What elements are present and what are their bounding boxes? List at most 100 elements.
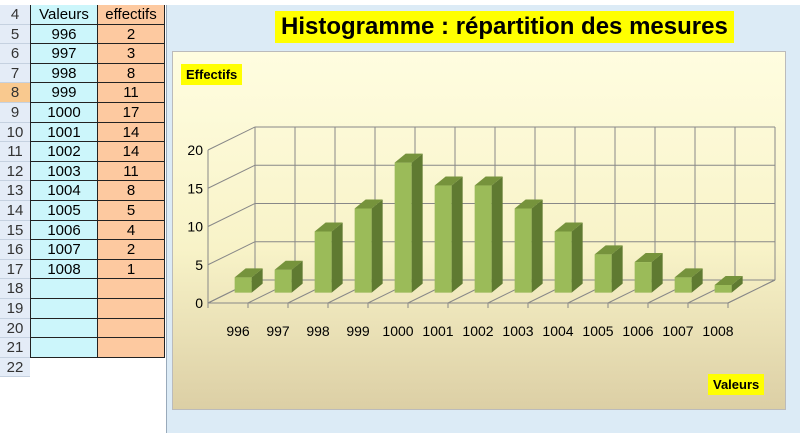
row-header[interactable]: 4 bbox=[0, 5, 30, 25]
bar-top bbox=[634, 253, 663, 263]
x-axis-label: Valeurs bbox=[708, 374, 765, 395]
bar-top bbox=[474, 176, 503, 186]
row-header[interactable]: 7 bbox=[0, 63, 30, 84]
row-header[interactable]: 19 bbox=[0, 299, 30, 319]
bar bbox=[234, 277, 252, 293]
cell-effectif[interactable] bbox=[98, 318, 165, 339]
table-row: 17 1008 1 bbox=[0, 259, 166, 280]
bar-top bbox=[514, 199, 543, 209]
bar-top bbox=[594, 245, 623, 255]
cell-effectif[interactable]: 14 bbox=[98, 142, 165, 162]
bar bbox=[554, 231, 572, 293]
cell-valeur[interactable]: 999 bbox=[30, 83, 98, 103]
cell-valeur[interactable] bbox=[30, 299, 98, 319]
row-header[interactable]: 8 bbox=[0, 83, 30, 103]
cell-effectif[interactable]: 3 bbox=[98, 44, 165, 64]
x-tick-label: 1003 bbox=[502, 323, 533, 339]
bar bbox=[674, 277, 692, 293]
y-axis-label: Effectifs bbox=[181, 64, 243, 85]
cell-valeur[interactable] bbox=[30, 279, 98, 299]
cell-valeur[interactable]: 1003 bbox=[30, 161, 98, 182]
cell-effectif[interactable]: 14 bbox=[98, 122, 165, 143]
table-row: 8 999 11 bbox=[0, 83, 166, 103]
row-header[interactable]: 20 bbox=[0, 318, 30, 339]
cell-valeur[interactable]: 1000 bbox=[30, 103, 98, 123]
cell-effectif[interactable]: 8 bbox=[98, 63, 165, 84]
row-header[interactable]: 16 bbox=[0, 240, 30, 260]
cell-effectif[interactable]: 4 bbox=[98, 220, 165, 241]
row-header[interactable]: 21 bbox=[0, 338, 30, 358]
bar-top bbox=[434, 176, 463, 186]
bar-top bbox=[234, 268, 263, 278]
cell-valeur[interactable]: 1001 bbox=[30, 122, 98, 143]
y-tick-label: 15 bbox=[187, 180, 203, 196]
row-header[interactable]: 13 bbox=[0, 181, 30, 201]
bar-side bbox=[691, 268, 703, 293]
cell-effectif[interactable]: 5 bbox=[98, 201, 165, 221]
row-header[interactable]: 9 bbox=[0, 103, 30, 123]
cell-effectif[interactable]: effectifs bbox=[98, 5, 165, 25]
table-row: 16 1007 2 bbox=[0, 240, 166, 260]
bar bbox=[434, 185, 452, 293]
table-row: 14 1005 5 bbox=[0, 201, 166, 221]
cell-effectif[interactable]: 1 bbox=[98, 259, 165, 280]
row-header[interactable]: 10 bbox=[0, 122, 30, 143]
cell-valeur[interactable]: 1002 bbox=[30, 142, 98, 162]
cell-effectif[interactable]: 17 bbox=[98, 103, 165, 123]
cell-valeur[interactable]: 998 bbox=[30, 63, 98, 84]
bar-side bbox=[611, 245, 623, 293]
cell-effectif[interactable]: 8 bbox=[98, 181, 165, 201]
x-tick-label: 1006 bbox=[622, 323, 653, 339]
x-tick-label: 998 bbox=[306, 323, 330, 339]
x-tick-label: 1000 bbox=[382, 323, 413, 339]
cell-valeur[interactable]: 996 bbox=[30, 24, 98, 45]
bar bbox=[314, 231, 332, 293]
gridline-side bbox=[207, 241, 256, 266]
cell-valeur[interactable]: 1008 bbox=[30, 259, 98, 280]
bar-top bbox=[554, 222, 583, 232]
bar-side bbox=[491, 176, 503, 293]
cell-effectif[interactable]: 2 bbox=[98, 240, 165, 260]
table-row: 15 1006 4 bbox=[0, 220, 166, 241]
row-header[interactable]: 5 bbox=[0, 24, 30, 45]
cell-effectif[interactable] bbox=[98, 338, 165, 358]
bar bbox=[594, 254, 612, 293]
cell-effectif[interactable] bbox=[98, 279, 165, 299]
row-header[interactable]: 15 bbox=[0, 220, 30, 241]
cell-valeur[interactable] bbox=[30, 338, 98, 358]
cell-effectif[interactable] bbox=[98, 299, 165, 319]
cell-effectif[interactable]: 11 bbox=[98, 83, 165, 103]
x-tick-label: 1002 bbox=[462, 323, 493, 339]
cell-effectif[interactable]: 2 bbox=[98, 24, 165, 45]
row-header[interactable]: 22 bbox=[0, 357, 30, 378]
bar-top bbox=[394, 153, 423, 163]
table-row: 18 bbox=[0, 279, 166, 299]
table-row: 5 996 2 bbox=[0, 24, 166, 45]
row-header[interactable]: 17 bbox=[0, 259, 30, 280]
cell-valeur[interactable]: Valeurs bbox=[30, 5, 98, 25]
row-header[interactable]: 12 bbox=[0, 161, 30, 182]
bar-side bbox=[451, 176, 463, 293]
bar bbox=[274, 269, 292, 293]
cell-valeur[interactable]: 997 bbox=[30, 44, 98, 64]
row-header[interactable]: 14 bbox=[0, 201, 30, 221]
table-row: 10 1001 14 bbox=[0, 122, 166, 143]
cell-valeur[interactable]: 1006 bbox=[30, 220, 98, 241]
y-tick-label: 10 bbox=[187, 219, 203, 235]
row-header[interactable]: 6 bbox=[0, 44, 30, 64]
bar bbox=[514, 208, 532, 293]
cell-valeur[interactable]: 1004 bbox=[30, 181, 98, 201]
cell-effectif[interactable]: 11 bbox=[98, 161, 165, 182]
cell-valeur[interactable]: 1005 bbox=[30, 201, 98, 221]
row-header[interactable]: 18 bbox=[0, 279, 30, 299]
y-tick-label: 0 bbox=[195, 295, 203, 311]
chart-title: Histogramme : répartition des mesures bbox=[275, 11, 734, 43]
bar-side bbox=[371, 199, 383, 293]
cell-valeur[interactable]: 1007 bbox=[30, 240, 98, 260]
bar bbox=[354, 208, 372, 293]
cell-valeur[interactable] bbox=[30, 318, 98, 339]
table-row: 20 bbox=[0, 318, 166, 339]
row-header[interactable]: 11 bbox=[0, 142, 30, 162]
bar-top bbox=[354, 199, 383, 209]
